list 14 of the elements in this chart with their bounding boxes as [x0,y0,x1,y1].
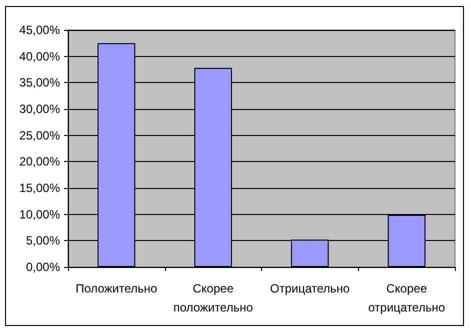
y-tick-label: 35,00% [19,76,60,90]
x-tick-label: Положительно [76,282,158,296]
y-tick-label: 45,00% [19,23,60,37]
y-tick-label: 25,00% [19,128,60,142]
y-tick-label: 30,00% [19,102,60,116]
y-tick-label: 5,00% [26,234,60,248]
y-tick-label: 40,00% [19,49,60,64]
x-tick-label: Отрицательно [270,282,350,296]
y-tick-label: 10,00% [19,207,60,222]
y-tick-label: 20,00% [19,154,60,169]
x-tick-label: Скорее отрицательно [368,282,446,314]
x-tick-label: Скорее положительно [173,282,254,314]
y-tick-label: 0,00% [26,260,60,274]
y-tick-label: 15,00% [19,181,60,195]
